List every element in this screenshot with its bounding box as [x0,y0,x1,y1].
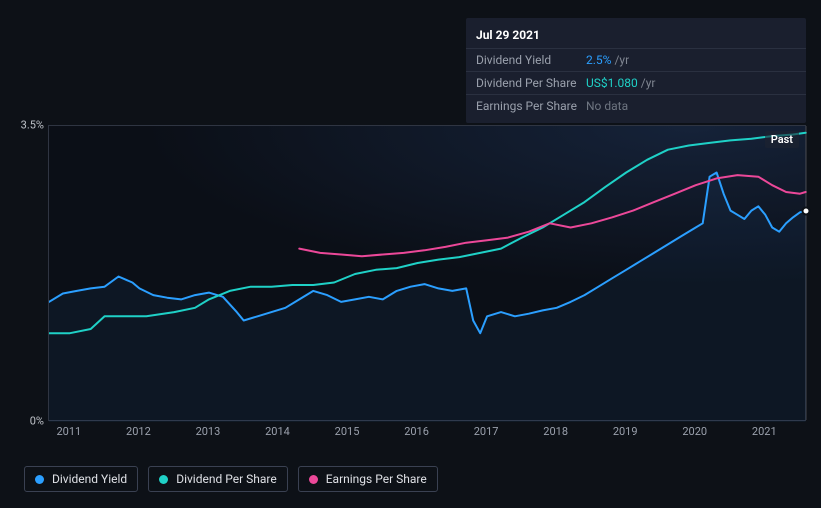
legend-swatch [35,475,44,484]
tooltip-row-value: 2.5% [586,53,611,67]
tooltip-date: Jul 29 2021 [466,24,806,49]
legend-item-dividend_per_share[interactable]: Dividend Per Share [148,466,288,492]
chart-container: 3.5% 0% Past 2011 2012 2013 2014 2015 2016 2017… [18,100,808,445]
x-axis-tick: 2021 [752,425,777,438]
tooltip-row: Dividend Yield2.5% /yr [466,49,806,72]
legend-item-earnings_per_share[interactable]: Earnings Per Share [298,466,438,492]
chart-cursor-dot [801,206,810,215]
tooltip-row-value: US$1.080 [586,76,638,90]
legend-label: Dividend Per Share [176,472,277,486]
x-axis-tick: 2014 [265,425,290,438]
tooltip-row-label: Dividend Per Share [476,76,586,90]
legend-label: Dividend Yield [52,472,127,486]
x-axis-tick: 2016 [404,425,429,438]
x-axis-tick: 2011 [56,425,81,438]
x-axis-tick: 2018 [543,425,568,438]
chart-plot-area[interactable]: Past [48,125,806,421]
past-badge: Past [765,131,799,148]
x-axis-tick: 2019 [613,425,638,438]
tooltip-row-unit: /yr [641,76,656,90]
tooltip-row-unit: /yr [614,53,629,67]
legend-swatch [159,475,168,484]
x-axis-tick: 2020 [682,425,707,438]
legend-label: Earnings Per Share [326,472,427,486]
y-axis-label: 0% [30,415,48,428]
tooltip-row-label: Dividend Yield [476,53,586,67]
tooltip-row: Dividend Per ShareUS$1.080 /yr [466,72,806,95]
x-axis-ticks: 2011 2012 2013 2014 2015 2016 2017 2018 2019 2020… [48,425,806,441]
legend-swatch [309,475,318,484]
chart-legend: Dividend Yield Dividend Per Share Earnings… [24,466,438,492]
y-axis-label: 3.5% [21,119,48,132]
x-axis-tick: 2012 [126,425,151,438]
x-axis-tick: 2017 [474,425,499,438]
chart-cursor-line [806,126,807,420]
x-axis-tick: 2015 [335,425,360,438]
legend-item-dividend_yield[interactable]: Dividend Yield [24,466,138,492]
x-axis-tick: 2013 [196,425,221,438]
